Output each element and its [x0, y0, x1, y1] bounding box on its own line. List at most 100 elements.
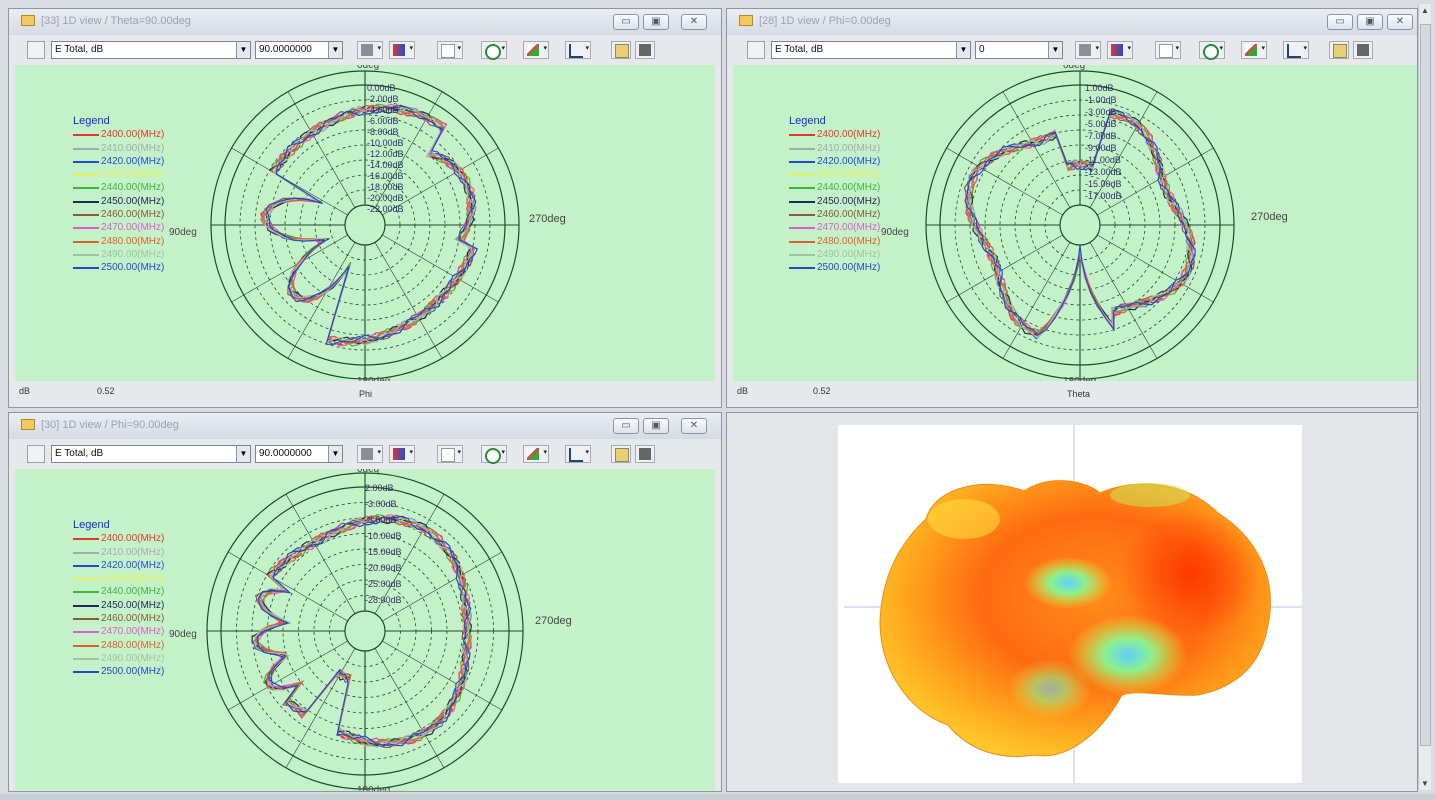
unit-label: dB	[737, 386, 749, 396]
marker-button[interactable]: ▾	[523, 445, 549, 463]
field-select[interactable]: E Total, dB ▼	[51, 41, 251, 59]
scroll-down-arrow[interactable]: ▼	[1421, 779, 1429, 788]
copy-button[interactable]	[1329, 41, 1349, 59]
grid-button[interactable]: ▾	[437, 41, 463, 59]
ring-label: -8.00dB	[367, 127, 399, 137]
horizontal-scrollbar[interactable]	[0, 794, 1435, 800]
marker-button[interactable]: ▾	[523, 41, 549, 59]
ring-label: -11.00dB	[1085, 155, 1121, 165]
legend-item: 2460.00(MHz)	[73, 612, 164, 625]
field-select[interactable]: E Total, dB ▼	[51, 445, 251, 463]
ring-label: 1.00dB	[1085, 83, 1114, 93]
close-button[interactable]: ✕	[1387, 14, 1413, 30]
chevron-down-icon[interactable]: ▼	[1048, 42, 1062, 58]
scale-button[interactable]: ▾	[389, 445, 415, 463]
ring-label: -18.00dB	[367, 182, 404, 192]
angle-select-value: 90.0000000	[259, 44, 312, 55]
legend-item: 2410.00(MHz)	[789, 142, 880, 155]
title-bar[interactable]: [30] 1D view / Phi=90.00deg ▭ ▣ ✕	[9, 413, 721, 439]
ring-label: -2.00dB	[367, 94, 399, 104]
chart-style-button[interactable]: ▾	[1075, 41, 1101, 59]
polar-plot-area: Legend 2400.00(MHz) 2410.00(MHz) 2420.00(M…	[733, 65, 1417, 381]
title-bar[interactable]: [28] 1D view / Phi=0.00deg ▭ ▣ ✕	[727, 9, 1417, 35]
legend-label: 2480.00(MHz)	[101, 639, 165, 651]
legend-swatch	[789, 160, 815, 163]
chart-style-button[interactable]: ▾	[357, 445, 383, 463]
probe-icon[interactable]	[747, 41, 765, 59]
scale-button[interactable]: ▾	[1107, 41, 1133, 59]
print-button[interactable]	[635, 41, 655, 59]
print-button[interactable]	[1353, 41, 1373, 59]
min-value: 0.52	[813, 386, 831, 396]
chevron-down-icon[interactable]: ▼	[328, 446, 342, 462]
window-phi-90: [30] 1D view / Phi=90.00deg ▭ ▣ ✕ E Tota…	[8, 412, 722, 792]
angle-select[interactable]: 90.0000000 ▼	[255, 41, 343, 59]
title-bar[interactable]: [33] 1D view / Theta=90.00deg ▭ ▣ ✕	[9, 9, 721, 35]
polar-button[interactable]: ▾	[481, 445, 507, 464]
maximize-button[interactable]: ▣	[643, 418, 669, 434]
angle-select[interactable]: 90.0000000 ▼	[255, 445, 343, 463]
chevron-down-icon[interactable]: ▼	[236, 42, 250, 58]
close-button[interactable]: ✕	[681, 14, 707, 30]
legend-swatch	[73, 631, 99, 634]
grid-ring	[1059, 204, 1101, 246]
legend-item: 2490.00(MHz)	[789, 248, 880, 261]
ring-label: -14.00dB	[367, 160, 404, 170]
minimize-button[interactable]: ▭	[613, 418, 639, 434]
probe-icon[interactable]	[27, 41, 45, 59]
chevron-down-icon[interactable]: ▼	[956, 42, 970, 58]
scroll-up-arrow[interactable]: ▲	[1421, 6, 1429, 15]
axis-button[interactable]: ▾	[565, 41, 591, 59]
vertical-scrollbar[interactable]: ▲ ▼	[1418, 4, 1431, 790]
close-button[interactable]: ✕	[681, 418, 707, 434]
minimize-button[interactable]: ▭	[1327, 14, 1353, 30]
axis-button[interactable]: ▾	[1283, 41, 1309, 59]
scale-button[interactable]: ▾	[389, 41, 415, 59]
legend-label: 2440.00(MHz)	[817, 182, 881, 194]
legend-swatch	[789, 187, 815, 190]
copy-button[interactable]	[611, 445, 631, 463]
copy-button[interactable]	[611, 41, 631, 59]
angle-label-bottom: 180deg	[357, 785, 391, 791]
grid-button[interactable]: ▾	[437, 445, 463, 463]
legend-item: 2450.00(MHz)	[73, 195, 164, 208]
legend-label: 2450.00(MHz)	[101, 195, 165, 207]
legend-item: 2490.00(MHz)	[73, 652, 164, 665]
pattern-trace	[251, 516, 473, 748]
legend: Legend 2400.00(MHz) 2410.00(MHz) 2420.00(M…	[789, 115, 880, 275]
scroll-thumb[interactable]	[1420, 24, 1431, 746]
axis-button[interactable]: ▾	[565, 445, 591, 463]
legend-item: 2420.00(MHz)	[73, 155, 164, 168]
legend-item: 2460.00(MHz)	[789, 208, 880, 221]
grid-spoke	[287, 91, 356, 208]
legend-swatch	[73, 187, 99, 190]
maximize-button[interactable]: ▣	[643, 14, 669, 30]
polar-button[interactable]: ▾	[481, 41, 507, 60]
polar-plot-area: Legend 2400.00(MHz) 2410.00(MHz) 2420.00(M…	[15, 469, 715, 791]
angle-select[interactable]: 0 ▼	[975, 41, 1063, 59]
probe-icon[interactable]	[27, 445, 45, 463]
field-select[interactable]: E Total, dB ▼	[771, 41, 971, 59]
minimize-button[interactable]: ▭	[613, 14, 639, 30]
ring-label: -5.00dB	[1085, 119, 1117, 129]
chevron-down-icon[interactable]: ▼	[328, 42, 342, 58]
polar-button[interactable]: ▾	[1199, 41, 1225, 60]
grid-spoke	[946, 234, 1063, 303]
chevron-down-icon[interactable]: ▼	[236, 446, 250, 462]
ring-label: -20.00dB	[365, 563, 402, 573]
legend: Legend 2400.00(MHz) 2410.00(MHz) 2420.00(M…	[73, 519, 164, 679]
ring-label: -16.00dB	[367, 171, 404, 181]
ring-label: -22.00dB	[367, 204, 404, 214]
marker-button[interactable]: ▾	[1241, 41, 1267, 59]
3d-pattern-render	[844, 425, 1302, 783]
legend-label: 2470.00(MHz)	[101, 626, 165, 638]
maximize-button[interactable]: ▣	[1357, 14, 1383, 30]
legend-swatch	[73, 160, 99, 163]
legend-swatch	[73, 538, 99, 541]
print-button[interactable]	[635, 445, 655, 463]
legend-item: 2480.00(MHz)	[73, 235, 164, 248]
legend-item: 2440.00(MHz)	[789, 181, 880, 194]
axis-label: Phi	[359, 389, 373, 399]
chart-style-button[interactable]: ▾	[357, 41, 383, 59]
grid-button[interactable]: ▾	[1155, 41, 1181, 59]
